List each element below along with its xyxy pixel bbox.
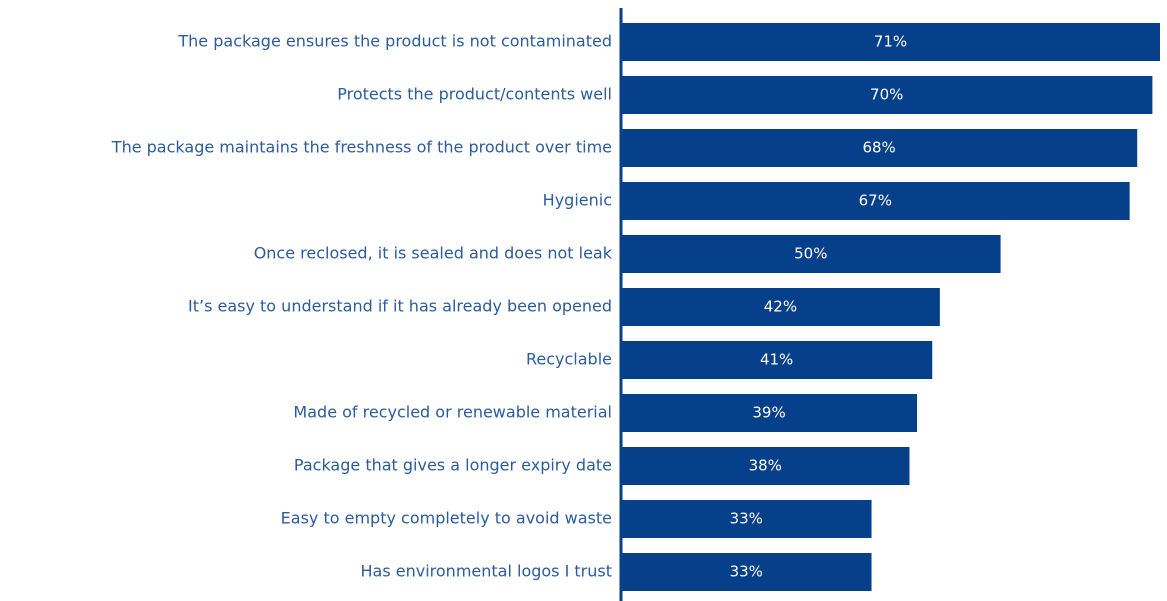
value-label: 68% — [862, 139, 895, 157]
bar — [621, 235, 1001, 273]
category-label: Easy to empty completely to avoid waste — [281, 509, 612, 528]
bar — [621, 182, 1130, 220]
category-label: Protects the product/contents well — [337, 85, 612, 104]
category-label: Hygienic — [543, 191, 612, 210]
category-label: The package maintains the freshness of t… — [111, 138, 612, 157]
bar — [621, 76, 1153, 114]
value-label: 71% — [874, 33, 907, 51]
category-label: Package that gives a longer expiry date — [294, 456, 612, 475]
value-label: 33% — [730, 563, 763, 581]
category-label: Made of recycled or renewable material — [293, 403, 612, 422]
value-label: 39% — [752, 404, 785, 422]
category-label: It’s easy to understand if it has alread… — [188, 297, 612, 316]
category-label: Recyclable — [526, 350, 612, 369]
bar — [621, 500, 872, 538]
value-label: 50% — [794, 245, 827, 263]
bar — [621, 23, 1160, 61]
bar — [621, 553, 872, 591]
bar — [621, 447, 910, 485]
value-label: 42% — [764, 298, 797, 316]
value-label: 41% — [760, 351, 793, 369]
category-label: Once reclosed, it is sealed and does not… — [254, 244, 613, 263]
bar — [621, 129, 1138, 167]
value-label: 38% — [749, 457, 782, 475]
bar — [621, 288, 940, 326]
value-label: 33% — [730, 510, 763, 528]
bar — [621, 341, 933, 379]
category-label: The package ensures the product is not c… — [177, 32, 612, 51]
category-label: Has environmental logos I trust — [361, 562, 613, 581]
bar — [621, 394, 918, 432]
value-label: 67% — [859, 192, 892, 210]
value-label: 70% — [870, 86, 903, 104]
